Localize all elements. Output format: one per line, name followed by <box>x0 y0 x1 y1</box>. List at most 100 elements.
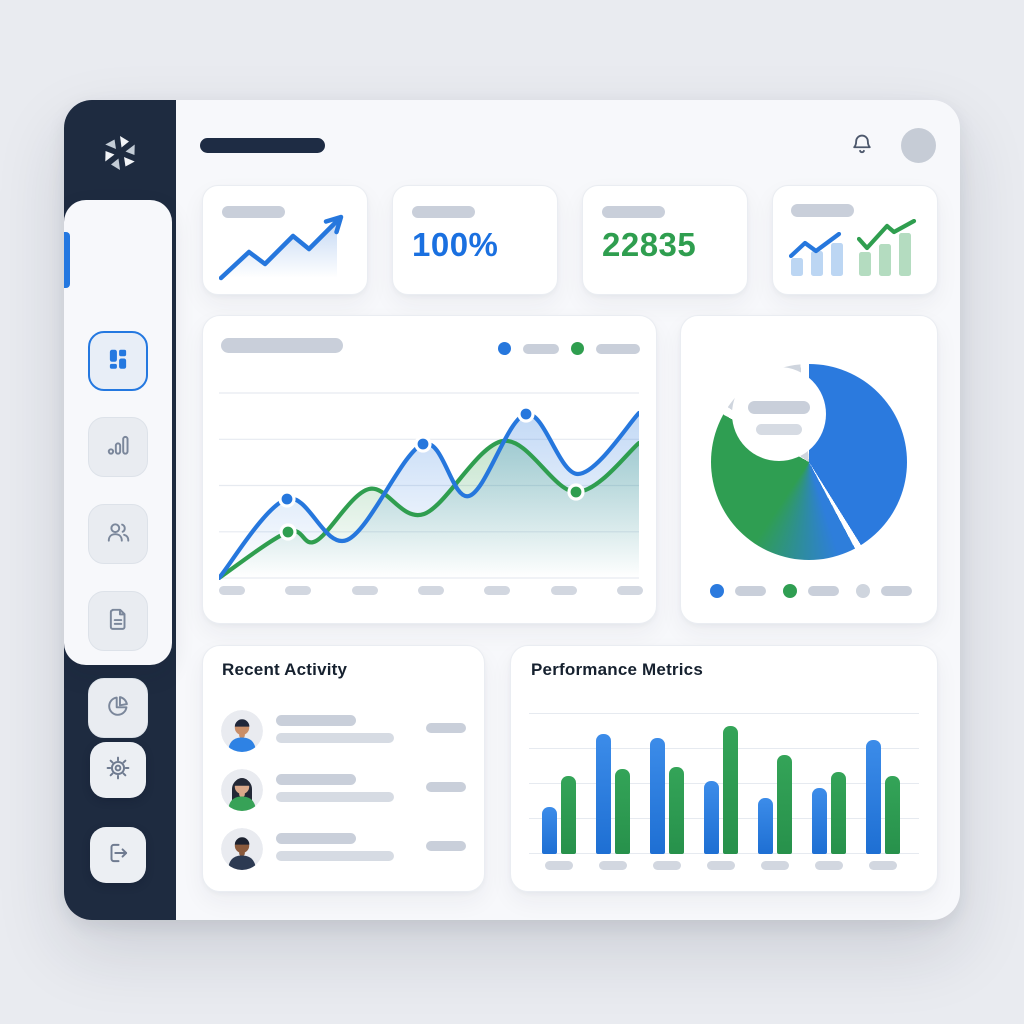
legend-label-skeleton <box>735 586 766 596</box>
activity-row[interactable] <box>221 767 468 813</box>
legend-dot-gray <box>856 584 870 598</box>
x-tick-skeleton <box>484 586 511 595</box>
gridline <box>529 713 919 714</box>
logout-icon <box>105 840 131 871</box>
label-skeleton <box>791 204 854 217</box>
x-tick-skeleton <box>815 861 843 870</box>
activity-row[interactable] <box>221 826 468 872</box>
nav-panel <box>64 200 172 738</box>
green-bar <box>723 726 738 854</box>
sidebar-item-reports[interactable] <box>88 678 148 738</box>
hex-pinwheel-logo <box>98 130 142 174</box>
donut-chart-card <box>680 315 938 624</box>
stat-value: 100% <box>412 226 499 263</box>
green-bar <box>561 776 576 854</box>
stat-card-count[interactable]: 22835 <box>582 185 748 295</box>
green-bar <box>831 772 846 854</box>
legend-label-skeleton <box>596 343 640 354</box>
green-bar <box>615 769 630 854</box>
label-skeleton <box>222 206 285 218</box>
donut-center-skeleton <box>748 401 810 414</box>
legend-label-skeleton <box>523 343 559 354</box>
green-bar <box>669 767 684 854</box>
recent-activity-card: Recent Activity <box>202 645 485 892</box>
text-skeleton <box>276 774 356 785</box>
stat-card-percentage[interactable]: 100% <box>392 185 558 295</box>
x-axis-ticks <box>511 861 937 870</box>
text-skeleton <box>276 733 394 743</box>
legend-dot-green <box>571 342 584 355</box>
stat-value: 22835 <box>602 226 697 263</box>
blue-bar <box>866 740 881 854</box>
legend-dot-blue <box>710 584 724 598</box>
page-title-skeleton <box>200 138 325 153</box>
x-tick-skeleton <box>869 861 897 870</box>
trend-chart-card <box>202 315 657 624</box>
app-window: 100% 22835 <box>64 100 960 920</box>
avatar <box>221 769 263 816</box>
green-bar <box>777 755 792 854</box>
label-skeleton <box>412 206 475 218</box>
x-tick-skeleton <box>351 586 378 595</box>
bar-chart-icon <box>105 432 131 463</box>
dashboard-grid-icon <box>105 346 131 377</box>
donut-legend <box>710 584 912 598</box>
active-nav-indicator <box>64 232 70 288</box>
legend-label-skeleton <box>808 586 839 596</box>
bell-icon <box>849 134 875 161</box>
meta-skeleton <box>426 782 466 792</box>
sidebar-item-dashboard[interactable] <box>88 331 148 391</box>
sidebar-item-customers[interactable] <box>88 504 148 564</box>
panel-title: Recent Activity <box>222 660 348 679</box>
stat-card-mini-charts[interactable] <box>772 185 938 295</box>
label-skeleton <box>602 206 665 218</box>
stat-card-trend[interactable] <box>202 185 368 295</box>
blue-bar <box>758 798 773 854</box>
sidebar-item-documents[interactable] <box>88 591 148 651</box>
legend-dot-blue <box>498 342 511 355</box>
x-tick-skeleton <box>707 861 735 870</box>
blue-bar <box>650 738 665 854</box>
x-tick-skeleton <box>599 861 627 870</box>
text-skeleton <box>276 715 356 726</box>
text-skeleton <box>276 833 356 844</box>
gear-icon <box>105 755 131 786</box>
chart-title-skeleton <box>221 338 343 353</box>
x-tick-skeleton <box>219 586 245 595</box>
chart-legend <box>498 342 640 355</box>
x-tick-skeleton <box>653 861 681 870</box>
text-skeleton <box>276 792 394 802</box>
user-avatar[interactable] <box>901 128 936 163</box>
sidebar-item-settings[interactable] <box>90 742 146 798</box>
blue-bar <box>812 788 827 854</box>
sidebar <box>64 100 176 920</box>
text-skeleton <box>276 851 394 861</box>
users-icon <box>105 519 131 550</box>
x-tick-skeleton <box>285 586 312 595</box>
sidebar-item-logout[interactable] <box>90 827 146 883</box>
donut-center-skeleton <box>756 424 802 435</box>
legend-dot-green <box>783 584 797 598</box>
line-area-chart <box>219 392 639 580</box>
activity-row[interactable] <box>221 708 468 754</box>
sidebar-item-analytics[interactable] <box>88 417 148 477</box>
x-tick-skeleton <box>616 586 643 595</box>
avatar <box>221 710 263 757</box>
x-tick-skeleton <box>761 861 789 870</box>
legend-label-skeleton <box>881 586 912 596</box>
x-tick-skeleton <box>550 586 577 595</box>
green-bar <box>885 776 900 854</box>
avatar <box>221 828 263 875</box>
meta-skeleton <box>426 841 466 851</box>
x-axis-ticks <box>219 586 643 595</box>
meta-skeleton <box>426 723 466 733</box>
blue-bar <box>542 807 557 854</box>
donut-hole <box>732 367 826 461</box>
document-icon <box>105 606 131 637</box>
notifications-button[interactable] <box>849 131 875 157</box>
x-tick-skeleton <box>417 586 444 595</box>
panel-title: Performance Metrics <box>531 660 703 679</box>
blue-bar <box>704 781 719 854</box>
x-tick-skeleton <box>545 861 573 870</box>
